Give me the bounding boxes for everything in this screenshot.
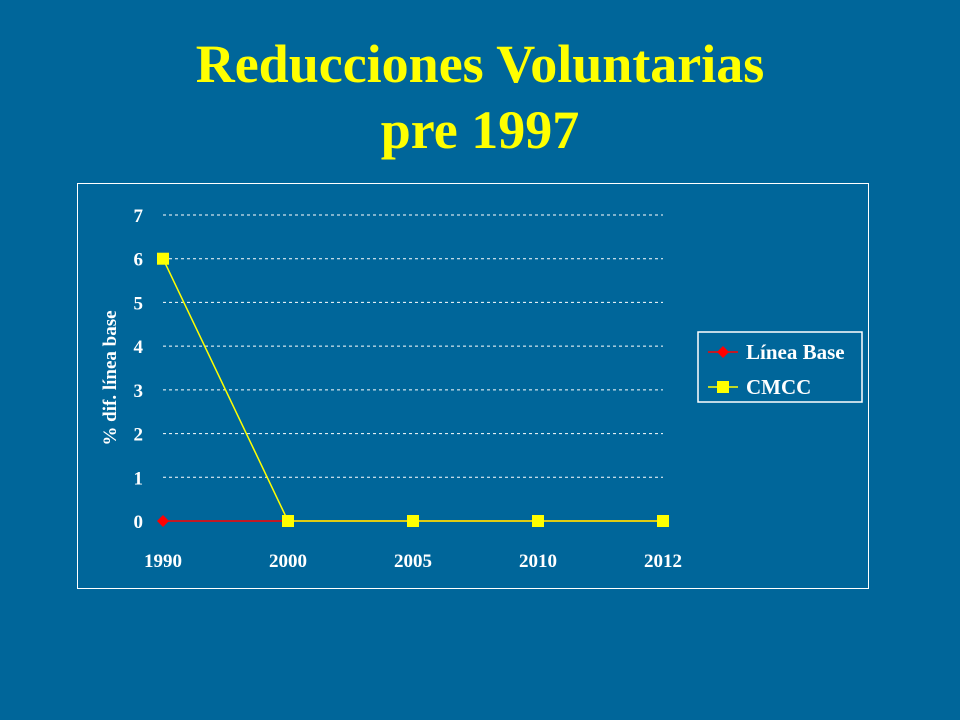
- slide-title: Reducciones Voluntarias: [195, 34, 765, 94]
- y-tick-label: 5: [134, 293, 144, 314]
- data-point-square: [657, 515, 669, 527]
- legend: Línea Base CMCC: [697, 331, 863, 403]
- y-tick-label: 6: [134, 250, 144, 271]
- y-tick-label: 1: [134, 468, 144, 489]
- data-point-square: [157, 252, 169, 265]
- data-point-square: [282, 515, 294, 527]
- x-tick-label: 1990: [144, 551, 182, 572]
- y-tick-label: 0: [134, 512, 144, 533]
- y-tick-label: 3: [134, 381, 144, 402]
- x-tick-label: 2010: [519, 551, 557, 572]
- y-tick-label: 4: [134, 337, 144, 358]
- x-tick-label: 2012: [644, 551, 682, 572]
- slide-subtitle: pre 1997: [380, 100, 580, 160]
- data-point-square: [407, 515, 419, 527]
- line-chart: 0 1 2 3 4 5 6 7 1990 2000 2005 2010 2012 % dif. lín…: [100, 206, 863, 572]
- data-point-square: [532, 515, 544, 527]
- legend-entry-label: Línea Base: [746, 340, 845, 364]
- y-tick-label: 7: [134, 206, 144, 227]
- x-tick-label: 2005: [394, 551, 432, 572]
- data-point-diamond: [157, 515, 169, 527]
- chart-area: 0 1 2 3 4 5 6 7 1990 2000 2005 2010 2012 % dif. lín…: [77, 183, 869, 589]
- y-axis-label: % dif. línea base: [100, 310, 121, 445]
- x-tick-label: 2000: [269, 551, 307, 572]
- legend-entry-label: CMCC: [746, 375, 811, 399]
- data-point-square: [717, 381, 729, 393]
- data-point-diamond: [717, 346, 729, 358]
- y-tick-label: 2: [134, 425, 144, 446]
